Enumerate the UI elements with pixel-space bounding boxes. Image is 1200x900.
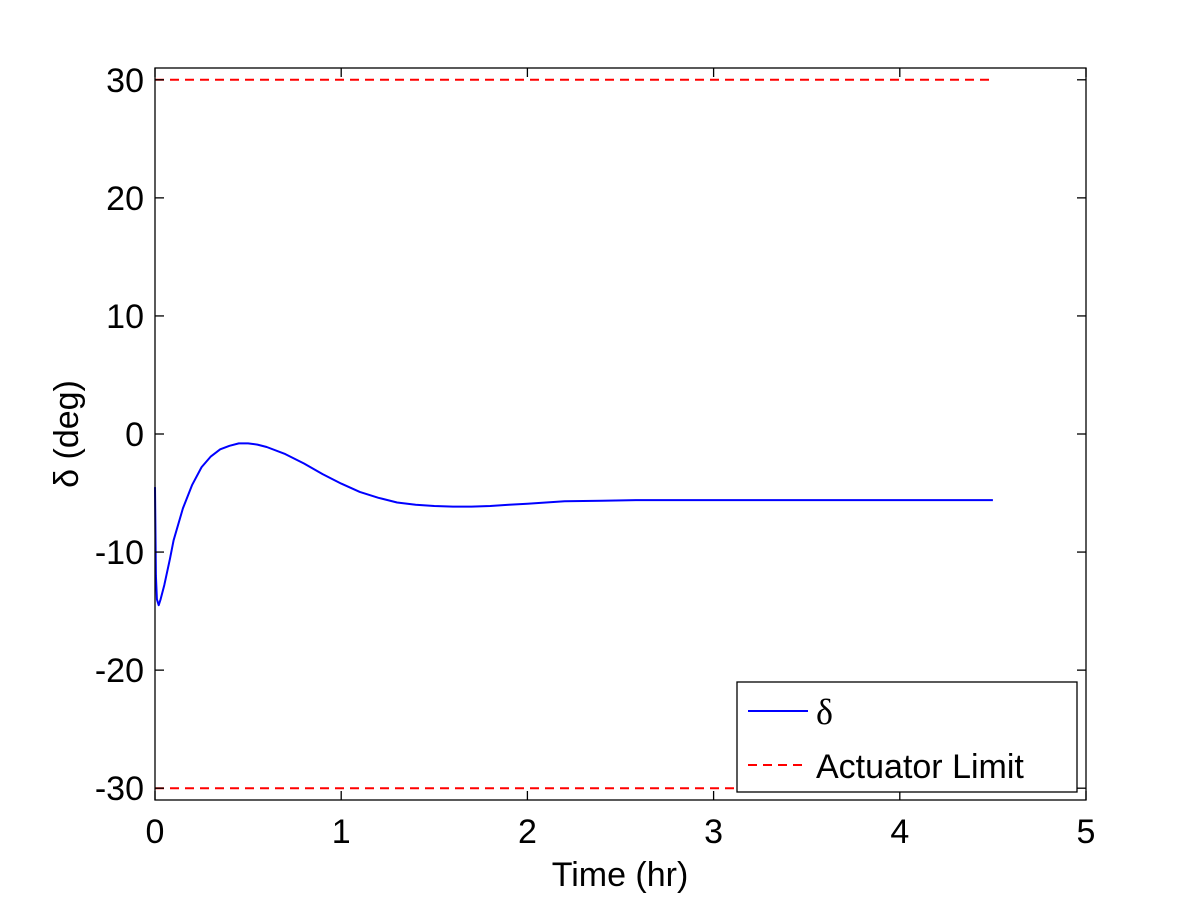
- y-tick-label: 20: [106, 180, 144, 218]
- x-tick-label: 3: [704, 813, 723, 851]
- x-tick-label: 0: [146, 813, 165, 851]
- x-tick-label: 1: [332, 813, 351, 851]
- x-tick-labels: 0 1 2 3 4 5: [146, 813, 1096, 851]
- series-line-delta: [154, 442, 993, 607]
- y-tick-label: -20: [95, 652, 144, 690]
- legend: δ Actuator Limit: [736, 681, 1078, 793]
- y-tick-label: 10: [106, 298, 144, 336]
- y-tick-label: 30: [106, 62, 144, 100]
- x-tick-label: 4: [890, 813, 909, 851]
- y-tick-label: 0: [125, 416, 144, 454]
- tick-marks: [154, 68, 1087, 800]
- x-tick-label: 5: [1077, 813, 1096, 851]
- legend-box: [736, 681, 1078, 793]
- legend-label-delta: δ: [816, 692, 833, 732]
- x-axis-label: Time (hr): [552, 856, 689, 894]
- y-tick-label: -10: [95, 534, 144, 572]
- y-tick-label: -30: [95, 770, 144, 808]
- y-axis-label: δ (deg): [48, 380, 86, 488]
- y-tick-labels: -30 -20 -10 0 10 20 30: [95, 62, 144, 808]
- legend-label-actuator-limit: Actuator Limit: [816, 748, 1024, 786]
- x-tick-label: 2: [518, 813, 537, 851]
- axes-box: [154, 67, 1087, 801]
